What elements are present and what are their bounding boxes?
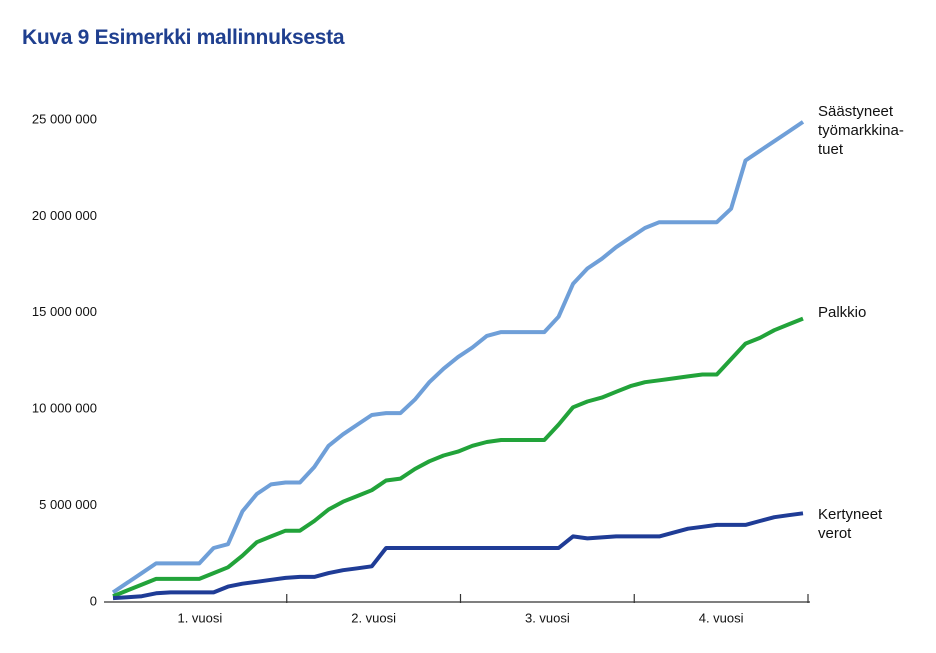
series-line bbox=[112, 511, 804, 601]
series-label: Säästyneet työmarkkina- tuet bbox=[818, 102, 904, 158]
series-line bbox=[112, 316, 804, 599]
x-tick-label: 2. vuosi bbox=[351, 610, 396, 625]
series-line bbox=[111, 120, 805, 595]
y-tick-label: 10 000 000 bbox=[32, 401, 97, 416]
series-label: Kertyneet verot bbox=[818, 506, 883, 543]
y-tick-label: 20 000 000 bbox=[32, 208, 97, 223]
y-tick-label: 15 000 000 bbox=[32, 304, 97, 319]
chart-title: Kuva 9 Esimerkki mallinnuksesta bbox=[22, 26, 345, 49]
x-tick-label: 3. vuosi bbox=[525, 610, 570, 625]
y-tick-label: 25 000 000 bbox=[32, 111, 97, 126]
x-tick-label: 4. vuosi bbox=[699, 610, 744, 625]
y-tick-label: 0 bbox=[90, 593, 97, 608]
series-label: Palkkio bbox=[818, 303, 867, 321]
x-tick-label: 1. vuosi bbox=[177, 610, 222, 625]
y-tick-label: 5 000 000 bbox=[39, 497, 97, 512]
